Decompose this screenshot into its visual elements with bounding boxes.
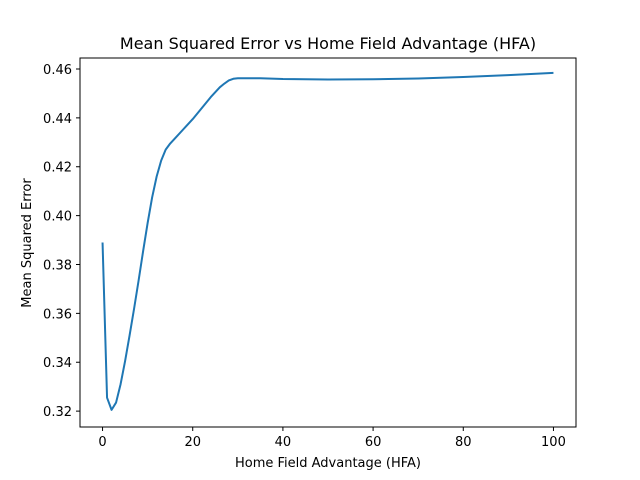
- x-tick-label: 20: [184, 435, 201, 450]
- x-tick-label: 0: [98, 435, 106, 450]
- x-axis: 0 20 40 60 80 100: [98, 427, 566, 450]
- y-axis: 0.32 0.34 0.36 0.38 0.40 0.42 0.44 0.46: [43, 63, 80, 420]
- x-tick-label: 100: [541, 435, 566, 450]
- chart-title: Mean Squared Error vs Home Field Advanta…: [120, 34, 536, 53]
- x-tick-label: 80: [455, 435, 472, 450]
- y-tick-label: 0.34: [43, 356, 72, 371]
- x-axis-title: Home Field Advantage (HFA): [235, 456, 421, 471]
- y-tick-label: 0.46: [43, 63, 72, 78]
- y-tick-label: 0.42: [43, 161, 72, 176]
- plot-frame: [79, 57, 577, 428]
- plot-area: [101, 71, 554, 411]
- y-tick-label: 0.38: [43, 258, 72, 273]
- y-tick-label: 0.36: [43, 307, 72, 322]
- y-tick-label: 0.32: [43, 405, 72, 420]
- x-tick-label: 60: [365, 435, 382, 450]
- y-tick-label: 0.40: [43, 210, 72, 225]
- y-axis-title: Mean Squared Error: [20, 178, 35, 308]
- y-tick-label: 0.44: [43, 112, 72, 127]
- x-tick-label: 40: [275, 435, 292, 450]
- series-line-0: [101, 71, 554, 411]
